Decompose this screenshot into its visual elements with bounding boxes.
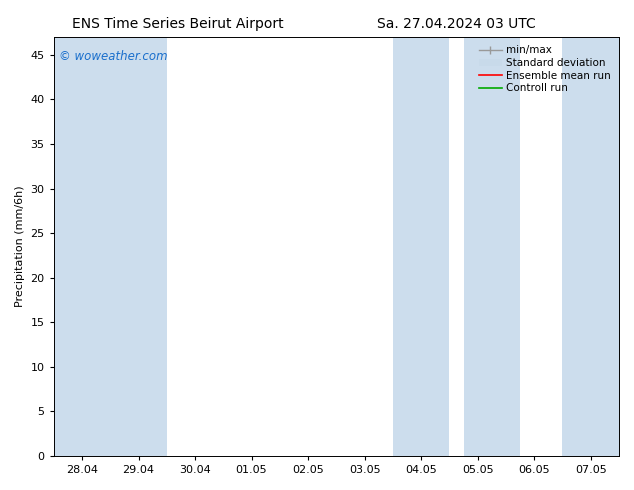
- Bar: [54, 37, 110, 456]
- Y-axis label: Precipitation (mm/6h): Precipitation (mm/6h): [15, 186, 25, 307]
- Bar: [463, 37, 520, 456]
- Legend: min/max, Standard deviation, Ensemble mean run, Controll run: min/max, Standard deviation, Ensemble me…: [476, 42, 614, 97]
- Bar: [562, 37, 619, 456]
- Text: © woweather.com: © woweather.com: [60, 49, 168, 63]
- Bar: [110, 37, 167, 456]
- Text: ENS Time Series Beirut Airport: ENS Time Series Beirut Airport: [72, 17, 283, 31]
- Bar: [393, 37, 450, 456]
- Text: Sa. 27.04.2024 03 UTC: Sa. 27.04.2024 03 UTC: [377, 17, 536, 31]
